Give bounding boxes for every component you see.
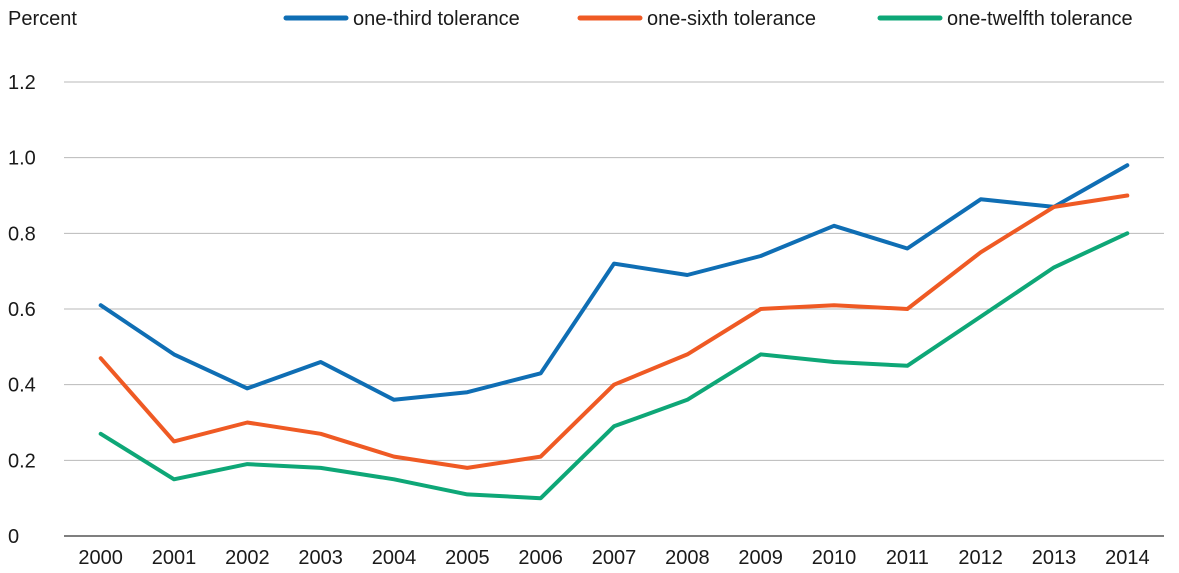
y-tick-label: 1.0 bbox=[8, 148, 36, 170]
x-tick-label: 2010 bbox=[812, 547, 857, 569]
y-tick-label: 1.2 bbox=[8, 72, 36, 94]
y-tick-label: 0 bbox=[8, 526, 19, 548]
x-tick-label: 2012 bbox=[958, 547, 1003, 569]
x-tick-label: 2001 bbox=[152, 547, 197, 569]
x-tick-label: 2014 bbox=[1105, 547, 1150, 569]
series-lines bbox=[98, 163, 1130, 501]
x-tick-label: 2004 bbox=[372, 547, 417, 569]
y-tick-label: 0.4 bbox=[8, 375, 36, 397]
x-axis-ticks: 2000 2001 2002 2003 2004 2005 2006 2007 2008 2009… bbox=[78, 547, 1149, 569]
x-tick-label: 2000 bbox=[78, 547, 123, 569]
x-tick-label: 2009 bbox=[738, 547, 783, 569]
y-axis-label: Percent bbox=[8, 8, 77, 30]
series-line-1 bbox=[98, 163, 1130, 402]
y-axis-ticks: 0 0.2 0.4 0.6 0.8 1.0 1.2 bbox=[8, 72, 36, 548]
x-tick-label: 2007 bbox=[592, 547, 637, 569]
series-line-2 bbox=[98, 193, 1130, 470]
x-tick-label: 2002 bbox=[225, 547, 270, 569]
x-tick-label: 2003 bbox=[298, 547, 343, 569]
legend: one-third tolerance one-sixth tolerance on… bbox=[283, 8, 1133, 30]
x-tick-label: 2011 bbox=[886, 547, 929, 569]
legend-label-2: one-sixth tolerance bbox=[647, 8, 816, 30]
y-tick-label: 0.8 bbox=[8, 223, 36, 245]
series-line-3 bbox=[98, 231, 1130, 501]
legend-label-1: one-third tolerance bbox=[353, 8, 520, 30]
x-tick-label: 2006 bbox=[518, 547, 563, 569]
legend-label-3: one-twelfth tolerance bbox=[947, 8, 1133, 30]
x-tick-label: 2008 bbox=[665, 547, 710, 569]
y-tick-label: 0.6 bbox=[8, 299, 36, 321]
x-tick-label: 2005 bbox=[445, 547, 490, 569]
y-tick-label: 0.2 bbox=[8, 450, 36, 472]
x-tick-label: 2013 bbox=[1032, 547, 1077, 569]
